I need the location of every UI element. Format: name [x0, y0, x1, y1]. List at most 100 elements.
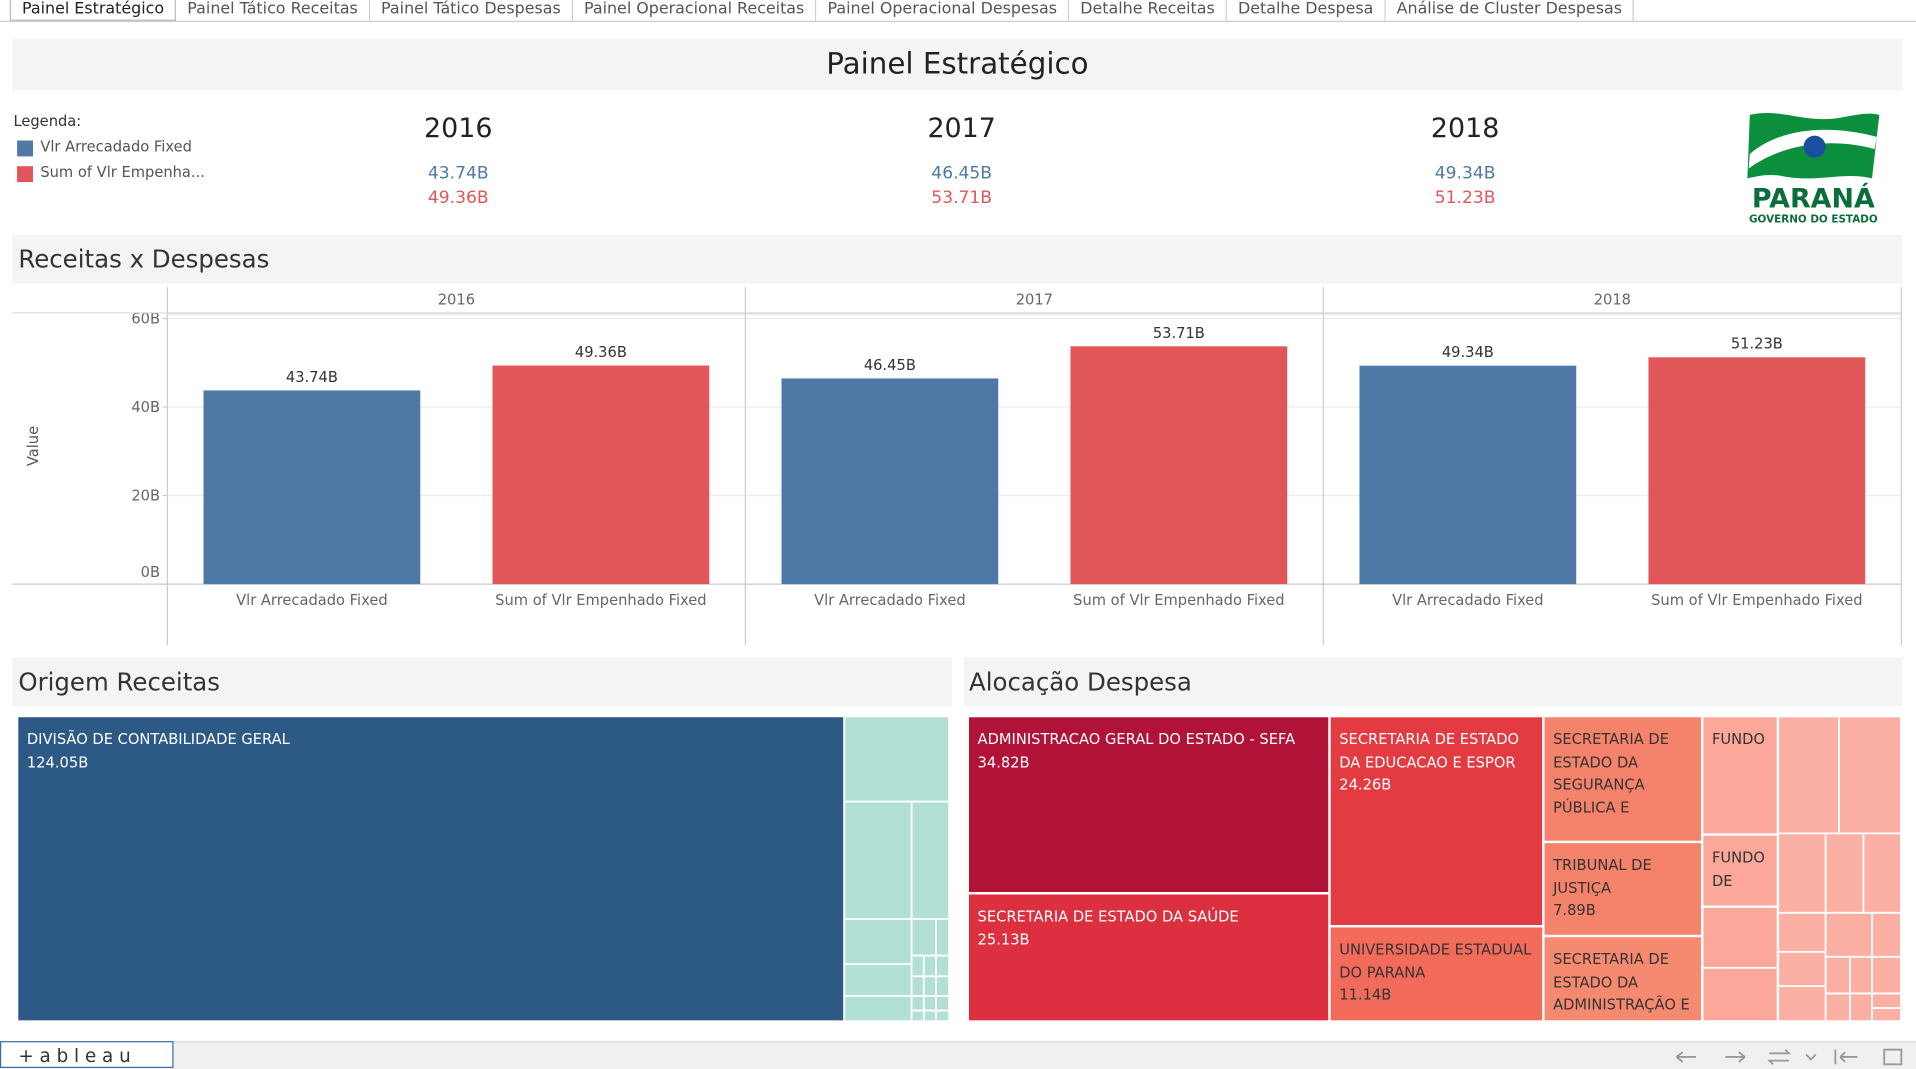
legend-swatch: [17, 140, 33, 157]
panel-header: 2017: [1016, 291, 1053, 308]
kpi-year: 2017: [927, 113, 996, 145]
reset-button[interactable]: [1834, 1049, 1858, 1065]
bar: [1359, 365, 1577, 585]
x-tick-label: Vlr Arrecadado Fixed: [1392, 592, 1544, 609]
kpi-value: 49.34B: [1434, 163, 1496, 184]
bar: [203, 390, 421, 585]
legend-swatch: [17, 166, 33, 183]
y-tick-label: 40B: [131, 399, 160, 416]
treemap-node[interactable]: FUNDO DE: [1703, 835, 1777, 906]
kpi-value: 51.23B: [1434, 188, 1496, 208]
treemap-node[interactable]: SECRETARIA DE ESTADO DA SAÚDE 25.13B: [968, 894, 1329, 1021]
y-tick-label: 20B: [131, 487, 160, 504]
toolbar: [1675, 1048, 1903, 1066]
x-tick-label: Sum of Vlr Empenhado Fixed: [1651, 592, 1862, 609]
tableau-link[interactable]: + a b l e a u: [0, 1041, 174, 1068]
treemap-node[interactable]: ADMINISTRACAO GERAL DO ESTADO - SEFA 34.8…: [968, 717, 1329, 893]
bar: [781, 378, 999, 585]
node-label: UNIVERSIDADE ESTADUAL DO PARANA: [1339, 940, 1532, 981]
bar: [492, 365, 710, 585]
treemap-small-nodes: [1703, 717, 1901, 1021]
data-label: 49.34B: [1442, 344, 1494, 361]
bar: [1070, 346, 1288, 585]
fullscreen-button[interactable]: [1883, 1048, 1903, 1066]
tab[interactable]: Painel Operacional Despesas: [816, 0, 1070, 21]
treemap-node[interactable]: SECRETARIA DE ESTADO DA SEGURANÇA PÚBLIC…: [1544, 717, 1701, 841]
section-band: [12, 657, 952, 707]
treemap-node[interactable]: FUNDO: [1703, 717, 1777, 834]
treemap-node[interactable]: SECRETARIA DE ESTADO DA EDUCACAO E ESPOR…: [1330, 717, 1543, 926]
y-axis-label: Value: [25, 426, 42, 466]
data-label: 51.23B: [1731, 336, 1783, 353]
treemap-node[interactable]: DIVISÃO DE CONTABILIDADE GERAL 124.05B: [18, 717, 844, 1021]
panel-header: 2016: [438, 291, 475, 308]
treemap-small-nodes: [843, 717, 949, 1021]
treemap-node[interactable]: SECRETARIA DE ESTADO DA ADMINISTRAÇÃO E: [1544, 937, 1701, 1021]
x-tick-label: Sum of Vlr Empenhado Fixed: [495, 592, 706, 609]
y-tick-label: 0B: [141, 564, 160, 581]
node-label: FUNDO: [1711, 730, 1765, 748]
logo-name: PARANÁ: [1752, 183, 1875, 215]
tab-divider: [0, 20, 1916, 22]
node-value: 124.05B: [26, 753, 89, 771]
revert-button[interactable]: [1767, 1048, 1792, 1065]
treemap-node: [1703, 907, 1777, 1021]
kpi-value: 49.36B: [427, 188, 489, 208]
node-label: TRIBUNAL DE JUSTIÇA: [1553, 856, 1652, 897]
brand: + a b l e a u: [18, 1044, 131, 1067]
kpi-value: 46.45B: [931, 163, 993, 184]
legend-label: Sum of Vlr Empenha...: [40, 163, 205, 181]
undo-button[interactable]: [1675, 1051, 1697, 1063]
logo: PARANÁ GOVERNO DO ESTADO: [1747, 112, 1880, 225]
footer: [0, 1041, 1916, 1069]
treemap: DIVISÃO DE CONTABILIDADE GERAL 124.05B: [18, 717, 949, 1021]
data-label: 53.71B: [1153, 325, 1205, 342]
tab[interactable]: Painel Estratégico: [9, 0, 177, 21]
section-title: Alocação Despesa: [968, 667, 1192, 697]
node-value: 7.89B: [1553, 901, 1596, 919]
tab[interactable]: Análise de Cluster Despesas: [1385, 0, 1635, 21]
node-value: 24.26B: [1339, 775, 1392, 794]
flag-band: [1748, 129, 1877, 169]
node-value: 34.82B: [977, 753, 1030, 771]
kpi-year: 2018: [1430, 113, 1500, 145]
logo-subtitle: GOVERNO DO ESTADO: [1749, 213, 1878, 225]
tab[interactable]: Painel Operacional Receitas: [572, 0, 817, 21]
kpi-value: 53.71B: [931, 188, 993, 208]
revert-menu[interactable]: [1805, 1053, 1817, 1061]
kpi-year: 2016: [424, 113, 493, 145]
x-tick-label: Vlr Arrecadado Fixed: [236, 592, 388, 609]
section-band: [12, 234, 1903, 284]
tab[interactable]: Painel Tático Despesas: [370, 0, 573, 21]
tab[interactable]: Detalhe Despesa: [1226, 0, 1386, 21]
node-label: DIVISÃO DE CONTABILIDADE GERAL: [26, 730, 290, 748]
tab[interactable]: Painel Tático Receitas: [176, 0, 371, 21]
node-label: ADMINISTRACAO GERAL DO ESTADO - SEFA: [977, 730, 1296, 748]
data-label: 46.45B: [864, 357, 916, 374]
flag-globe: [1803, 135, 1826, 158]
treemap-node[interactable]: UNIVERSIDADE ESTADUAL DO PARANA 11.14B: [1330, 927, 1543, 1021]
section-band: [964, 657, 1903, 707]
node-value: 25.13B: [977, 930, 1030, 948]
data-label: 49.36B: [575, 344, 627, 361]
y-tick-label: 60B: [131, 310, 160, 327]
bar-chart: 0B 20B 40B 60B Value 2016 43.74B Vlr Arrecadado…: [12, 287, 1902, 646]
node-value: 11.14B: [1339, 986, 1392, 1004]
node-borders: [1703, 717, 1901, 1021]
tab[interactable]: Detalhe Receitas: [1069, 0, 1227, 21]
section-title: Origem Receitas: [18, 667, 221, 697]
treemap-node[interactable]: TRIBUNAL DE JUSTIÇA 7.89B: [1544, 843, 1701, 935]
legend-label: Vlr Arrecadado Fixed: [40, 138, 192, 156]
header-band: [12, 39, 1903, 91]
node-label: SECRETARIA DE ESTADO DA ADMINISTRAÇÃO E: [1553, 950, 1690, 1013]
panel-header: 2018: [1594, 291, 1631, 308]
redo-button[interactable]: [1725, 1051, 1746, 1063]
section-title: Receitas x Despesas: [18, 244, 270, 274]
x-tick-label: Vlr Arrecadado Fixed: [814, 592, 966, 609]
node-borders: [843, 717, 949, 1021]
node-label: FUNDO DE: [1711, 849, 1765, 889]
kpi-value: 43.74B: [427, 163, 489, 184]
treemap: ADMINISTRACAO GERAL DO ESTADO - SEFA 34.8…: [968, 717, 1901, 1021]
